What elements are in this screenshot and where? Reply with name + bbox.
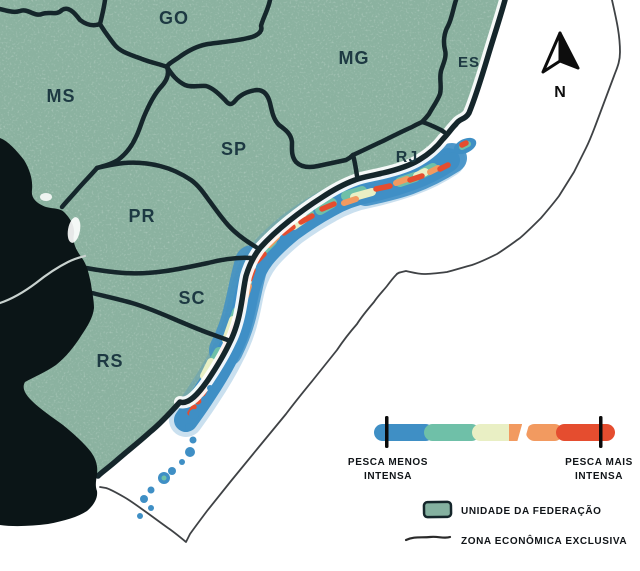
border-top-west — [0, 6, 103, 28]
state-label-es: ES — [458, 54, 480, 71]
scale-segment-orange — [526, 424, 563, 441]
state-label-rs: RS — [96, 351, 123, 371]
scale-segment-teal — [424, 424, 480, 441]
border-ms-pr-west — [59, 165, 100, 210]
legend-items: UNIDADE DA FEDERAÇÃO ZONA ECONÔMICA EXCL… — [404, 500, 627, 547]
north-label: N — [554, 84, 566, 101]
scale-notch — [516, 421, 530, 446]
border-go-mg — [164, 0, 273, 70]
fishing-spots-south — [137, 385, 213, 519]
scale-tick-max — [599, 416, 603, 448]
state-label-ms: MS — [47, 86, 76, 106]
border-ms-go — [97, 0, 170, 70]
fishing-spot-teal-center — [161, 475, 167, 481]
border-sp-rj — [350, 152, 360, 179]
scale-segment-red — [556, 424, 615, 441]
state-label-sp: SP — [221, 139, 247, 159]
state-label-sc: SC — [178, 288, 205, 308]
heatmap-blob-ne-2 — [439, 152, 457, 164]
border-pr-sc — [83, 255, 254, 276]
river-gap-patch — [67, 217, 81, 243]
legend-label-federation-unit: UNIDADE DA FEDERAÇÃO — [461, 504, 602, 517]
foreign-river-line — [0, 254, 87, 305]
state-labels: GO MS MG ES SP RJ PR SC RS — [47, 8, 480, 371]
north-arrow-right-wing — [558, 31, 580, 70]
border-mg-sp — [164, 64, 356, 170]
scale-max-label-line2: INTENSA — [575, 471, 623, 482]
border-ms-sp — [94, 64, 171, 171]
coastline — [95, 0, 508, 479]
state-label-pr: PR — [128, 206, 155, 226]
state-label-go: GO — [159, 8, 189, 28]
border-es-mg — [419, 0, 459, 125]
legend-swatch-federation-unit — [422, 500, 453, 519]
state-label-rj: RJ — [396, 149, 418, 166]
river-gap-patch-2 — [40, 193, 52, 201]
state-borders — [0, 0, 459, 344]
scale-min-label-line2: INTENSA — [364, 471, 412, 482]
legend-swatch-eez-line — [404, 535, 452, 542]
north-arrow: N — [541, 31, 580, 101]
scale-max-label-line1: PESCA MAIS — [565, 457, 633, 468]
border-mg-rj — [350, 119, 425, 158]
border-sc-rs — [89, 290, 233, 344]
legend-label-eez: ZONA ECONÔMICA EXCLUSIVA — [461, 534, 627, 547]
scale-segment-blue — [374, 424, 434, 441]
state-label-mg: MG — [339, 48, 370, 68]
scale-min-label-line1: PESCA MENOS — [348, 457, 428, 468]
legend-intensity-scale: PESCA MENOS INTENSA PESCA MAIS INTENSA — [348, 416, 633, 482]
border-sp-pr — [94, 160, 259, 250]
scale-tick-min — [385, 416, 389, 448]
eez-boundary-line — [99, 0, 621, 543]
